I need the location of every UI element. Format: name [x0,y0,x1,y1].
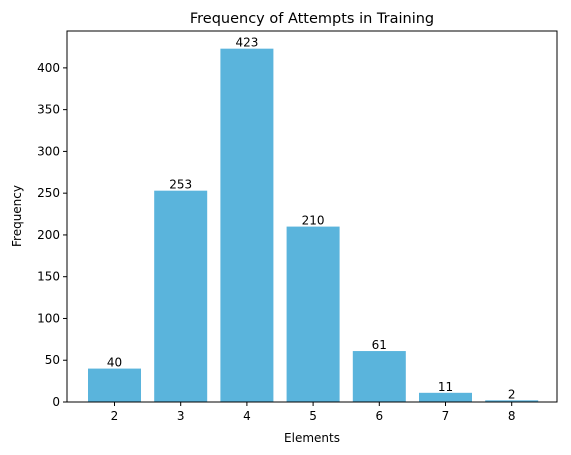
y-tick-label-150: 150 [37,270,60,284]
x-tick-label-3: 3 [177,409,185,423]
y-axis-ticks: 0 50 100 150 200 250 300 350 400 [37,61,67,409]
data-label-4: 423 [235,36,258,50]
y-tick-label-300: 300 [37,144,60,158]
x-tick-label-2: 2 [111,409,119,423]
y-tick-label-0: 0 [52,395,60,409]
y-tick-label-250: 250 [37,186,60,200]
x-tick-label-5: 5 [309,409,317,423]
y-tick-label-200: 200 [37,228,60,242]
plot-area-frame [66,30,558,403]
y-tick-label-350: 350 [37,103,60,117]
y-tick-label-400: 400 [37,61,60,75]
data-labels-group: 40 253 423 210 61 11 2 [107,36,516,402]
bar-2 [88,368,141,402]
y-tick-label-50: 50 [45,353,60,367]
bar-8 [485,400,539,402]
data-label-2: 40 [107,356,122,370]
y-axis-label: Frequency [10,185,24,247]
x-tick-label-6: 6 [375,409,383,423]
bar-6 [352,351,406,402]
bar-7 [419,392,472,402]
x-axis-label: Elements [284,431,340,445]
x-axis-ticks: 2 3 4 5 6 7 8 [111,402,516,423]
x-tick-label-4: 4 [243,409,251,423]
chart-title: Frequency of Attempts in Training [190,11,434,27]
x-tick-label-7: 7 [442,409,450,423]
bar-5 [286,226,340,402]
data-label-6: 61 [372,338,387,352]
x-tick-label-8: 8 [508,409,516,423]
data-label-3: 253 [169,178,192,192]
bars-group [88,48,539,403]
data-label-8: 2 [508,387,516,401]
bar-4 [220,48,274,403]
bar-3 [154,190,208,402]
data-label-5: 210 [302,214,325,228]
data-label-7: 11 [438,380,453,394]
y-tick-label-100: 100 [37,311,60,325]
